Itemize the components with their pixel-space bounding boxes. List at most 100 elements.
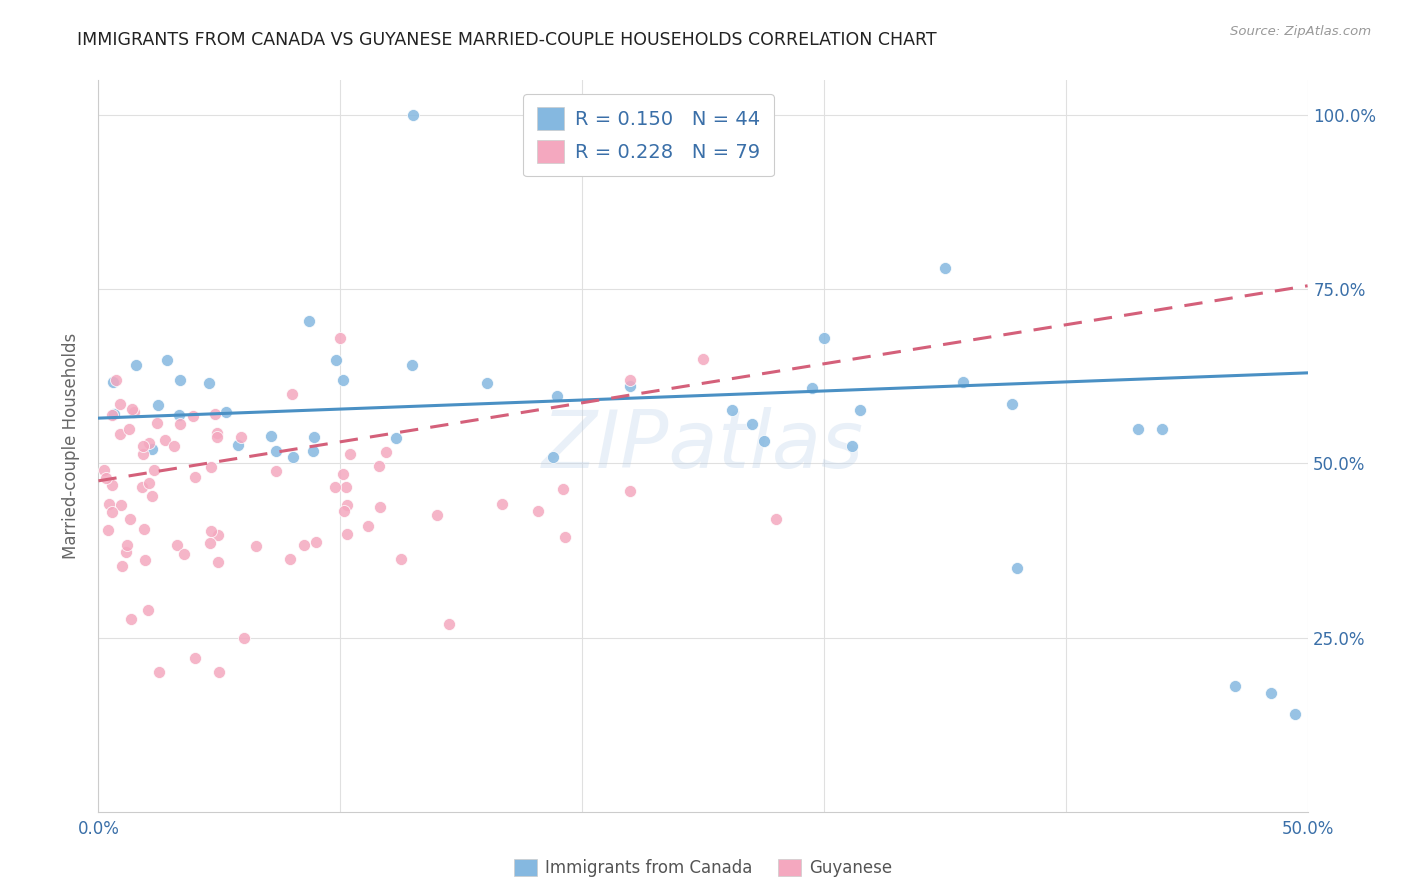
Point <box>368 458 391 473</box>
Point <box>1260 686 1282 700</box>
Point <box>162 439 184 453</box>
Point <box>118 512 141 526</box>
Point <box>305 534 328 549</box>
Point <box>357 519 380 533</box>
Point <box>426 508 449 522</box>
Point <box>437 616 460 631</box>
Point <box>692 351 714 366</box>
Point <box>741 417 763 431</box>
Point <box>198 536 221 550</box>
Point <box>101 505 124 519</box>
Point <box>121 612 143 626</box>
Point <box>207 555 229 569</box>
Point <box>491 497 513 511</box>
Point <box>1007 561 1029 575</box>
Legend: R = 0.150   N = 44, R = 0.228   N = 79: R = 0.150 N = 44, R = 0.228 N = 79 <box>523 94 775 177</box>
Point <box>375 445 398 459</box>
Point <box>325 352 347 367</box>
Point <box>1223 679 1246 693</box>
Point <box>1152 421 1174 435</box>
Point <box>167 409 190 423</box>
Point <box>205 429 228 443</box>
Point <box>752 434 775 448</box>
Point <box>118 422 141 436</box>
Point <box>619 378 641 392</box>
Text: Source: ZipAtlas.com: Source: ZipAtlas.com <box>1230 25 1371 38</box>
Point <box>245 539 267 553</box>
Point <box>384 431 406 445</box>
Point <box>143 463 166 477</box>
Point <box>184 651 207 665</box>
Point <box>169 417 191 431</box>
Point <box>554 530 576 544</box>
Point <box>132 447 155 461</box>
Point <box>122 405 145 419</box>
Point <box>110 498 132 512</box>
Point <box>292 538 315 552</box>
Point <box>619 373 641 387</box>
Point <box>849 402 872 417</box>
Point <box>278 551 301 566</box>
Point <box>264 444 287 458</box>
Point <box>323 480 346 494</box>
Point <box>96 523 118 537</box>
Point <box>264 463 287 477</box>
Point <box>141 490 163 504</box>
Point <box>551 482 574 496</box>
Point <box>619 484 641 499</box>
Point <box>546 389 568 403</box>
Point <box>336 527 359 541</box>
Legend: Immigrants from Canada, Guyanese: Immigrants from Canada, Guyanese <box>508 852 898 884</box>
Point <box>138 476 160 491</box>
Point <box>207 527 229 541</box>
Point <box>1128 421 1150 435</box>
Point <box>401 359 423 373</box>
Point <box>101 375 124 389</box>
Point <box>339 447 361 461</box>
Point <box>208 665 231 680</box>
Point <box>229 430 252 444</box>
Point <box>132 522 155 536</box>
Point <box>93 463 115 477</box>
Point <box>181 409 204 423</box>
Point <box>302 430 325 444</box>
Y-axis label: Married-couple Households: Married-couple Households <box>62 333 80 559</box>
Point <box>115 545 138 559</box>
Point <box>720 403 742 417</box>
Point <box>108 426 131 441</box>
Point <box>108 397 131 411</box>
Text: ZIPatlas: ZIPatlas <box>541 407 865 485</box>
Point <box>197 376 219 390</box>
Point <box>332 373 354 387</box>
Point <box>148 398 170 412</box>
Point <box>541 450 564 465</box>
Point <box>131 480 153 494</box>
Point <box>389 551 412 566</box>
Point <box>801 381 824 395</box>
Point <box>105 374 128 388</box>
Point <box>368 500 391 514</box>
Text: IMMIGRANTS FROM CANADA VS GUYANESE MARRIED-COUPLE HOUSEHOLDS CORRELATION CHART: IMMIGRANTS FROM CANADA VS GUYANESE MARRI… <box>77 31 936 49</box>
Point <box>204 407 226 421</box>
Point <box>125 359 148 373</box>
Point <box>215 405 238 419</box>
Point <box>156 352 179 367</box>
Point <box>132 439 155 453</box>
Point <box>103 407 125 421</box>
Point <box>173 547 195 561</box>
Point <box>952 375 974 389</box>
Point <box>136 602 159 616</box>
Point <box>332 504 354 518</box>
Point <box>332 467 354 481</box>
Point <box>298 314 321 328</box>
Point <box>813 331 835 345</box>
Point <box>765 512 787 526</box>
Point <box>100 409 122 423</box>
Point <box>402 108 425 122</box>
Point <box>200 459 222 474</box>
Point <box>207 426 229 441</box>
Point <box>94 470 117 484</box>
Point <box>281 386 304 401</box>
Point <box>200 524 222 538</box>
Point <box>145 416 167 430</box>
